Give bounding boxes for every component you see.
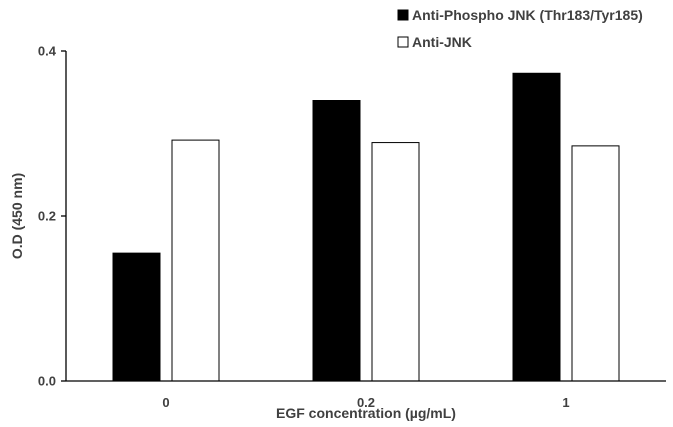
x-tick-label: 0.2 (357, 395, 375, 410)
bar-jnk-0 (171, 139, 220, 382)
x-tick-label: 1 (562, 395, 569, 410)
legend-swatch (397, 36, 409, 48)
bar-phospho-jnk-2 (512, 72, 561, 382)
x-tick-label: 0 (162, 395, 169, 410)
bar-phospho-jnk-1 (312, 100, 361, 382)
legend-label: Anti-Phospho JNK (Thr183/Tyr185) (412, 7, 643, 23)
bar-jnk-1 (371, 142, 420, 382)
bar-jnk-2 (571, 145, 620, 382)
y-tick-label: 0.2 (38, 209, 56, 224)
legend: Anti-Phospho JNK (Thr183/Tyr185) Anti-JNK (397, 7, 643, 50)
y-ticks-group: 0.0 0.2 0.4 (38, 44, 66, 389)
y-tick-label: 0.4 (38, 44, 57, 59)
x-ticks-group: 0 0.2 1 (162, 395, 569, 410)
x-axis-label: EGF concentration (µg/mL) (276, 405, 456, 421)
y-axis-label: O.D (450 nm) (9, 173, 25, 259)
y-tick-label: 0.0 (38, 374, 56, 389)
bar-phospho-jnk-0 (112, 252, 161, 382)
bars-group (112, 72, 620, 382)
legend-swatch (397, 9, 409, 21)
legend-label: Anti-JNK (412, 34, 472, 50)
